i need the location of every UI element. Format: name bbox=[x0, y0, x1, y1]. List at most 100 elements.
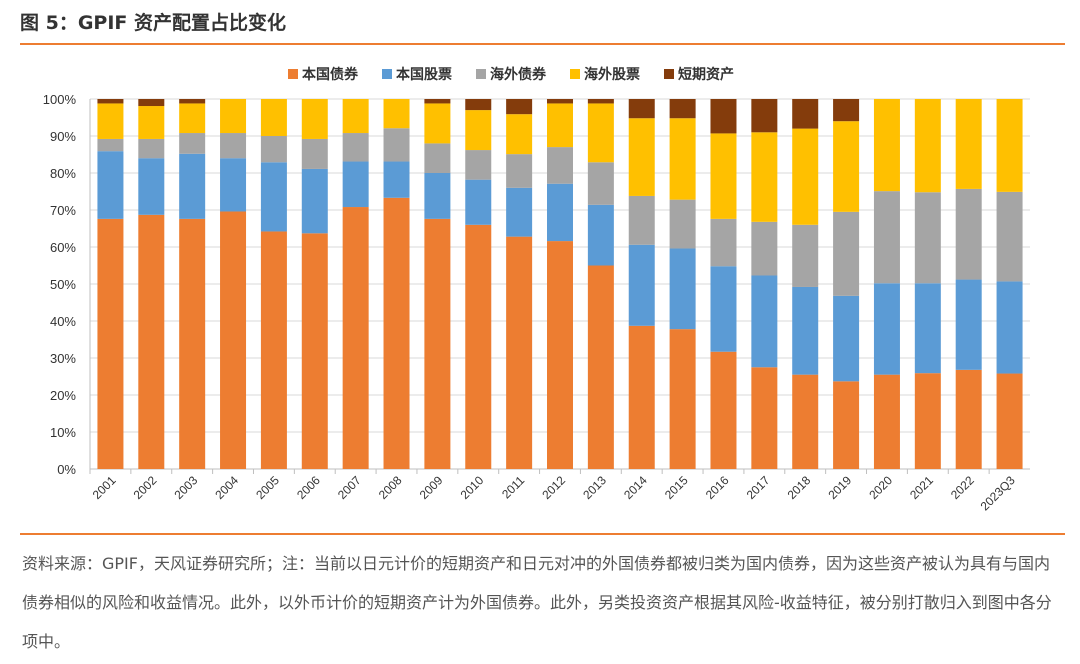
x-tick-label: 2018 bbox=[785, 473, 814, 502]
x-tick-label: 2014 bbox=[621, 473, 650, 502]
y-tick-label: 100% bbox=[43, 92, 77, 107]
bar-segment bbox=[342, 133, 369, 162]
legend-label: 海外股票 bbox=[584, 66, 640, 82]
bar-segment bbox=[751, 367, 778, 469]
x-tick-label: 2008 bbox=[376, 473, 405, 502]
bar-segment bbox=[97, 218, 124, 469]
bar-segment bbox=[547, 103, 573, 148]
bar-segment bbox=[220, 158, 247, 212]
bar-segment bbox=[833, 211, 860, 296]
bar-segment bbox=[996, 99, 1023, 192]
bar-segment bbox=[914, 283, 941, 374]
legend-label: 短期资产 bbox=[678, 66, 734, 82]
bar-segment bbox=[669, 99, 696, 119]
bar-segment bbox=[179, 218, 206, 469]
bar-segment bbox=[996, 281, 1023, 374]
bar-segment bbox=[138, 138, 165, 159]
bar-segment bbox=[260, 136, 287, 163]
x-tick-label: 2015 bbox=[662, 473, 691, 502]
bar-segment bbox=[138, 158, 165, 215]
y-tick-label: 20% bbox=[50, 388, 76, 403]
x-tick-label: 2004 bbox=[212, 473, 241, 502]
bar-segment bbox=[506, 154, 533, 188]
bar-segment bbox=[833, 295, 860, 382]
x-tick-label: 2006 bbox=[294, 473, 323, 502]
x-tick-label: 2021 bbox=[907, 473, 936, 502]
x-tick-label: 2011 bbox=[499, 473, 527, 501]
bar-segment bbox=[179, 153, 206, 219]
bar-segment bbox=[506, 99, 533, 115]
bar-segment bbox=[914, 99, 941, 193]
bar-segment bbox=[465, 179, 492, 225]
bar-segment bbox=[547, 99, 573, 104]
bar-segment bbox=[587, 99, 614, 104]
bar-segment bbox=[138, 214, 165, 469]
legend-label: 本国股票 bbox=[396, 66, 452, 82]
bar-segment bbox=[97, 138, 124, 152]
x-tick-label: 2009 bbox=[417, 473, 446, 502]
bar-segment bbox=[465, 99, 492, 111]
x-tick-label: 2002 bbox=[131, 473, 160, 502]
bar-segment bbox=[710, 351, 737, 469]
bar-segment bbox=[955, 99, 982, 189]
bar-segment bbox=[669, 199, 696, 249]
bar-segment bbox=[587, 162, 614, 205]
bar-segment bbox=[996, 373, 1023, 469]
legend-swatch bbox=[664, 69, 674, 79]
bar-segment bbox=[260, 162, 287, 232]
x-tick-label: 2016 bbox=[703, 473, 732, 502]
bar-segment bbox=[587, 265, 614, 469]
bar-segment bbox=[301, 138, 328, 169]
bar-segment bbox=[547, 147, 573, 184]
y-tick-label: 30% bbox=[50, 351, 76, 366]
bar-segment bbox=[792, 224, 819, 287]
bar-segment bbox=[383, 99, 410, 129]
bar-segment bbox=[97, 103, 124, 139]
bar-segment bbox=[792, 374, 819, 469]
bar-segment bbox=[260, 99, 287, 136]
bar-segment bbox=[710, 133, 737, 219]
legend-label: 本国债券 bbox=[302, 66, 359, 82]
bar-segment bbox=[179, 99, 206, 104]
y-tick-label: 90% bbox=[50, 129, 76, 144]
bar-segment bbox=[424, 218, 451, 469]
source-note: 资料来源：GPIF，天风证券研究所；注：当前以日元计价的短期资产和日元对冲的外国… bbox=[22, 554, 1052, 651]
bar-segment bbox=[669, 329, 696, 469]
bar-segment bbox=[996, 191, 1023, 282]
x-tick-label: 2001 bbox=[90, 473, 119, 502]
x-tick-label: 2010 bbox=[458, 473, 487, 502]
x-tick-label: 2003 bbox=[172, 473, 201, 502]
x-tick-label: 2020 bbox=[866, 473, 895, 502]
legend-label: 海外债券 bbox=[490, 66, 547, 82]
legend-swatch bbox=[476, 69, 486, 79]
bar-segment bbox=[220, 211, 247, 470]
bar-segment bbox=[179, 133, 206, 154]
bar-segment bbox=[424, 173, 451, 219]
legend-swatch bbox=[288, 69, 298, 79]
y-tick-label: 80% bbox=[50, 166, 76, 181]
bar-segment bbox=[506, 236, 533, 469]
bar-segment bbox=[751, 221, 778, 276]
bar-segment bbox=[97, 99, 124, 104]
bar-segment bbox=[833, 121, 860, 212]
bar-segment bbox=[383, 161, 410, 198]
bar-segment bbox=[301, 233, 328, 469]
figure-title: 图 5：GPIF 资产配置占比变化 bbox=[20, 12, 287, 34]
bar-segment bbox=[138, 106, 165, 139]
bar-segment bbox=[710, 99, 737, 134]
bar-segment bbox=[424, 143, 451, 173]
y-tick-label: 50% bbox=[50, 277, 76, 292]
bar-segment bbox=[792, 128, 819, 225]
bar-segment bbox=[628, 325, 655, 469]
bar-segment bbox=[628, 99, 655, 119]
bar-segment bbox=[751, 99, 778, 133]
bar-segment bbox=[914, 192, 941, 284]
bar-segment bbox=[465, 224, 492, 469]
bar-segment bbox=[547, 241, 573, 469]
bar-segment bbox=[873, 99, 900, 192]
bar-segment bbox=[955, 188, 982, 280]
bar-segment bbox=[547, 183, 573, 242]
bar-segment bbox=[220, 99, 247, 134]
bar-segment bbox=[955, 279, 982, 370]
y-tick-label: 70% bbox=[50, 203, 76, 218]
